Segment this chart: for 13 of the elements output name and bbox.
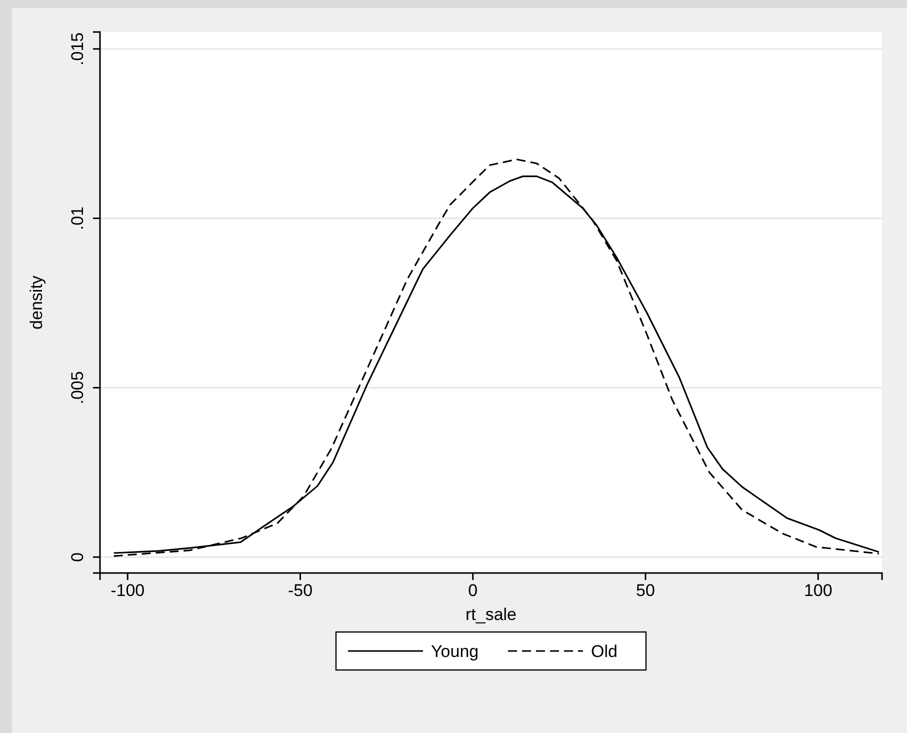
y-axis-title: density xyxy=(27,275,46,330)
x-tick-label: 50 xyxy=(636,581,655,600)
x-tick-label: 100 xyxy=(804,581,832,600)
x-tick-label: -50 xyxy=(288,581,313,600)
legend-label: Old xyxy=(591,642,618,661)
y-tick-label: .005 xyxy=(68,371,87,404)
legend-label: Young xyxy=(431,642,479,661)
y-tick-label: 0 xyxy=(68,552,87,562)
x-axis-title: rt_sale xyxy=(465,605,517,624)
y-tick-label: .01 xyxy=(68,206,87,230)
y-tick-label: .015 xyxy=(68,32,87,66)
x-tick-label: 0 xyxy=(468,581,478,600)
x-tick-label: -100 xyxy=(110,581,145,600)
